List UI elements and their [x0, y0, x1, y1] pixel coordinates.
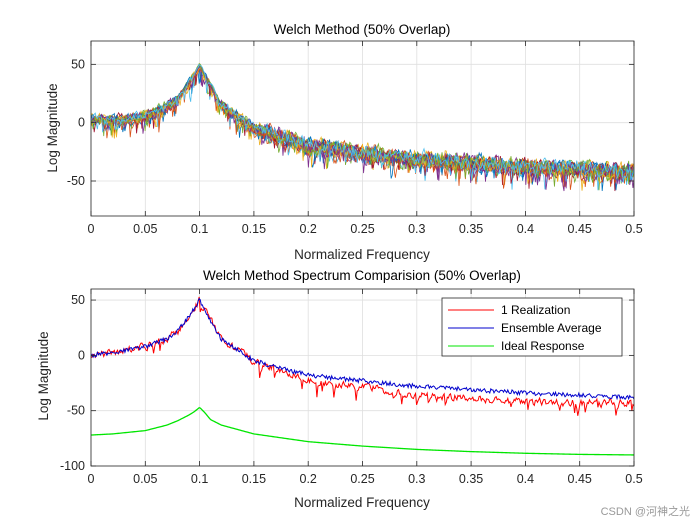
chart1-xtick-label: 0.25	[350, 222, 374, 236]
chart1-title: Welch Method (50% Overlap)	[274, 22, 451, 37]
chart1-ytick-label: 0	[78, 116, 85, 130]
chart2-xtick-label: 0	[88, 472, 95, 486]
legend-entry-label: 1 Realization	[501, 303, 570, 317]
chart1-xtick-label: 0.5	[625, 222, 642, 236]
welch-overlap-chart: Welch Method (50% Overlap) Normalized Fr…	[45, 22, 643, 262]
chart1-xtick-label: 0.45	[568, 222, 592, 236]
chart2-xtick-label: 0.3	[408, 472, 425, 486]
chart2-xtick-label: 0.45	[568, 472, 592, 486]
chart2-xtick-label: 0.05	[133, 472, 157, 486]
chart1-xtick-label: 0	[88, 222, 95, 236]
chart2-ytick-label: 50	[71, 293, 85, 307]
chart2-ytick-label: -100	[60, 459, 85, 473]
chart1-xtick-label: 0.3	[408, 222, 425, 236]
chart1-xtick-label: 0.1	[191, 222, 208, 236]
chart1-xtick-label: 0.05	[133, 222, 157, 236]
chart1-xtick-label: 0.15	[242, 222, 266, 236]
chart2-ylabel: Log Magnitude	[36, 331, 51, 420]
chart1-xtick-label: 0.2	[300, 222, 317, 236]
chart1-xtick-label: 0.35	[459, 222, 483, 236]
chart2-title: Welch Method Spectrum Comparision (50% O…	[203, 268, 521, 283]
chart2-xtick-label: 0.5	[625, 472, 642, 486]
1-realization-line	[91, 296, 634, 416]
chart1-ylabel: Log Magnitude	[45, 83, 60, 172]
chart1-ytick-label: -50	[67, 174, 85, 188]
chart2-xtick-label: 0.4	[517, 472, 534, 486]
ensemble-average-line	[91, 297, 634, 401]
welch-comparison-chart: Welch Method Spectrum Comparision (50% O…	[36, 268, 643, 510]
chart2-xtick-label: 0.1	[191, 472, 208, 486]
chart1-ytick-label: 50	[71, 57, 85, 71]
chart2-xtick-label: 0.2	[300, 472, 317, 486]
legend-entry-label: Ensemble Average	[501, 321, 602, 335]
chart2-series-group	[91, 296, 634, 456]
chart1-xtick-label: 0.4	[517, 222, 534, 236]
chart2-ytick-label: 0	[78, 348, 85, 362]
chart2-xtick-label: 0.15	[242, 472, 266, 486]
chart2-legend: 1 Realization Ensemble Average Ideal Respo…	[441, 297, 623, 357]
watermark-text: CSDN @河神之光	[601, 504, 690, 518]
ideal-response-line	[91, 406, 634, 456]
realization-20-line	[91, 64, 634, 183]
chart2-xtick-label: 0.35	[459, 472, 483, 486]
chart2-ytick-label: -50	[67, 404, 85, 418]
legend-entry-label: Ideal Response	[501, 339, 585, 353]
chart1-xlabel: Normalized Frequency	[294, 247, 430, 262]
realization-19-line	[91, 64, 634, 187]
chart2-xlabel: Normalized Frequency	[294, 495, 430, 510]
chart2-xtick-label: 0.25	[350, 472, 374, 486]
chart1-series-group	[91, 62, 634, 192]
